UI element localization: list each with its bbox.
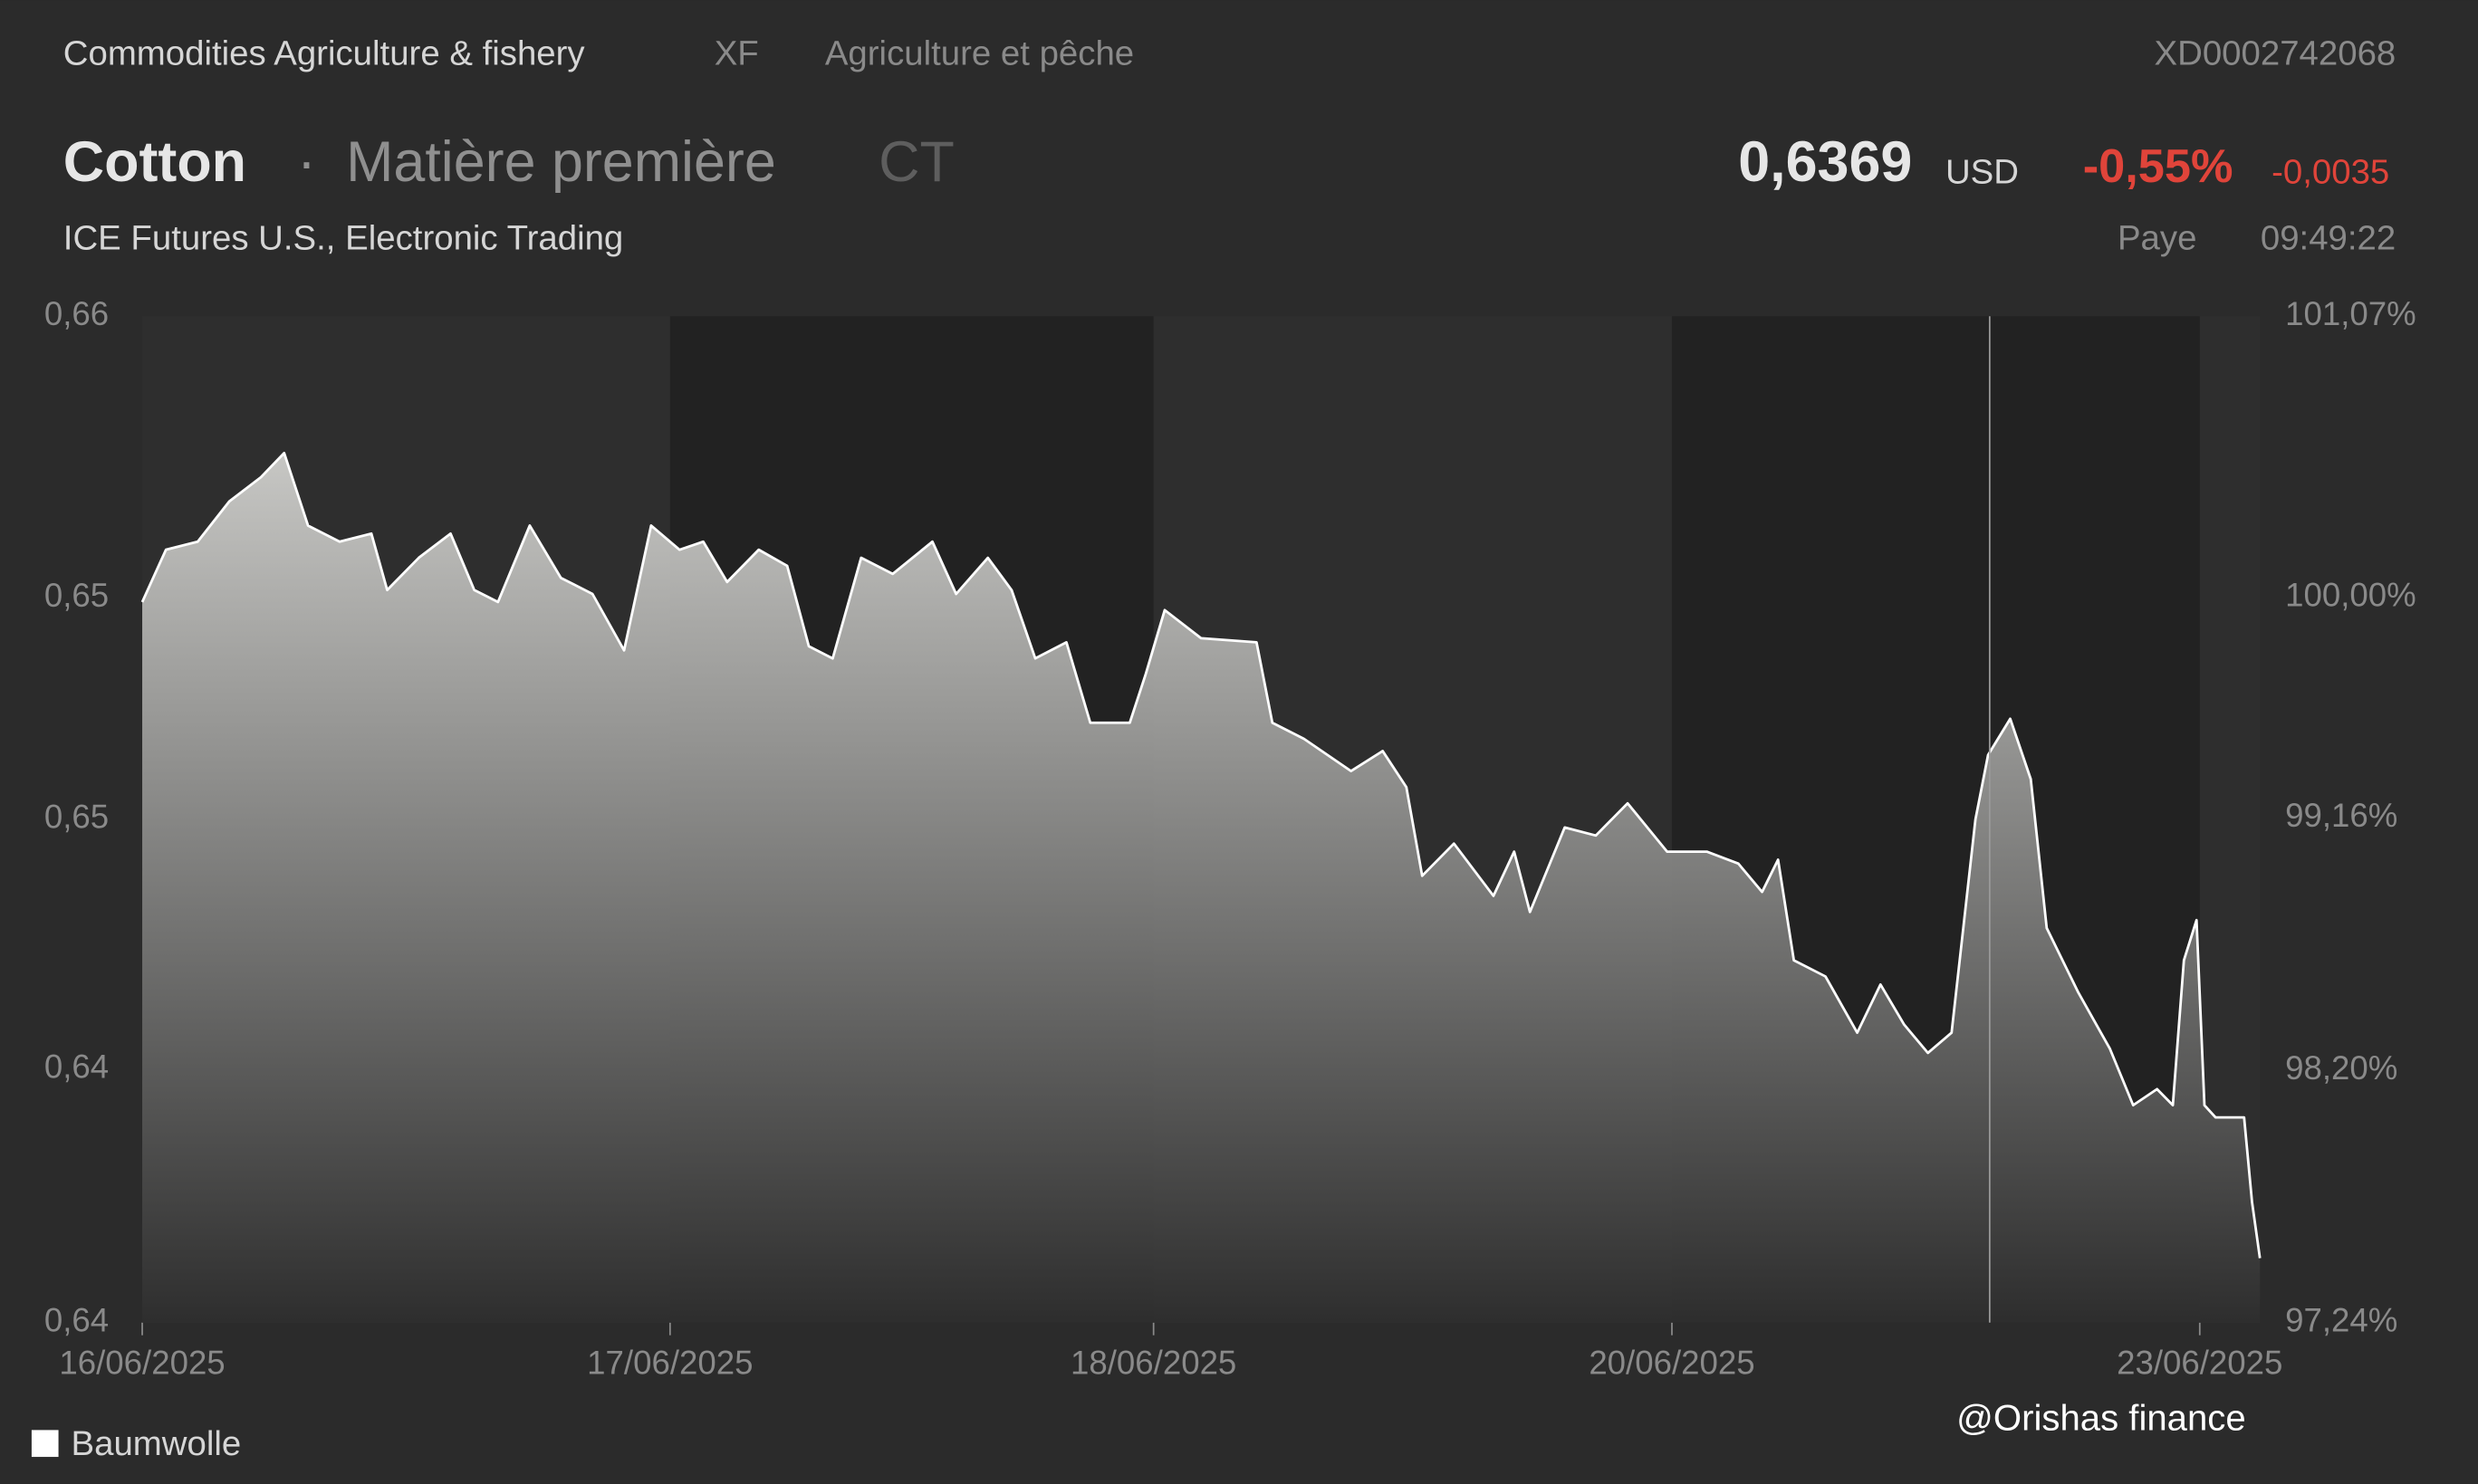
y-tick-label: 0,64	[44, 1301, 109, 1338]
isin: XD0002742068	[2155, 34, 2396, 72]
x-tick-label: 18/06/2025	[1071, 1345, 1236, 1382]
legend-swatch	[31, 1430, 59, 1458]
y-tick-label: 0,65	[44, 577, 109, 614]
x-tick-label: 17/06/2025	[587, 1345, 753, 1382]
ticker: CT	[879, 130, 955, 194]
x-tick-label: 23/06/2025	[2117, 1345, 2282, 1382]
y2-tick-label: 98,20%	[2285, 1049, 2397, 1087]
area	[142, 453, 2261, 1323]
y2-tick-label: 101,07%	[2285, 295, 2416, 332]
legend-label: Baumwolle	[72, 1424, 242, 1463]
code: XF	[715, 34, 759, 72]
category: Commodities Agriculture & fishery	[63, 34, 586, 72]
change-abs: -0,0035	[2272, 152, 2389, 191]
x-tick-label: 16/06/2025	[59, 1345, 225, 1382]
change-pct: -0,55%	[2083, 140, 2233, 193]
line	[140, 451, 2262, 1259]
separator: ·	[297, 130, 316, 194]
y2-tick-label: 99,16%	[2285, 797, 2397, 834]
y-tick-label: 0,65	[44, 799, 109, 836]
watermark: @Orishas finance	[1956, 1398, 2246, 1439]
y2-tick-label: 100,00%	[2285, 576, 2416, 613]
y-tick-label: 0,64	[44, 1048, 109, 1085]
instrument-name: Cotton	[63, 130, 246, 194]
status: Paye	[2118, 219, 2196, 258]
category-fr: Agriculture et pêche	[825, 34, 1134, 72]
plot: 0,66 0,65 0,65 0,64 0,64 101,07% 100,00% 99,16%…	[44, 295, 2416, 1382]
price: 0,6369	[1738, 130, 1912, 194]
y2-tick-label: 97,24%	[2285, 1301, 2397, 1338]
time: 09:49:22	[2261, 219, 2396, 258]
y-tick-label: 0,66	[44, 295, 109, 332]
currency: USD	[1945, 152, 2019, 191]
x-tick-label: 20/06/2025	[1589, 1345, 1754, 1382]
instrument-kind: Matière première	[346, 130, 776, 194]
exchange: ICE Futures U.S., Electronic Trading	[63, 219, 624, 258]
